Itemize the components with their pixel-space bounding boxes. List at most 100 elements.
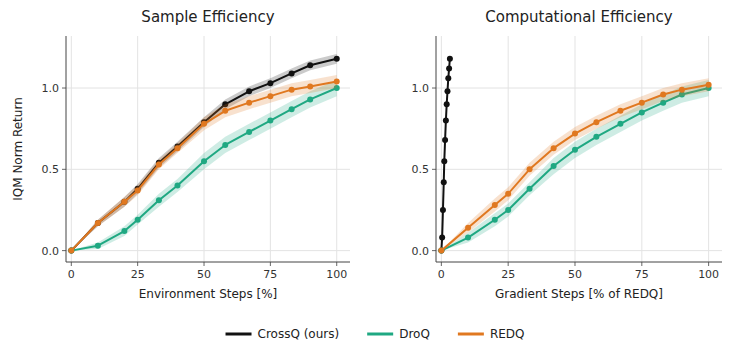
point	[446, 66, 452, 72]
tick-x	[641, 262, 642, 266]
point	[442, 137, 448, 143]
y-axis-label: IQM Norm Return	[11, 97, 25, 201]
point	[121, 199, 127, 205]
point	[492, 217, 498, 223]
point	[246, 100, 252, 106]
point	[444, 88, 450, 94]
legend-label: CrossQ (ours)	[258, 327, 340, 341]
grid-line-x	[270, 36, 271, 262]
point	[465, 225, 471, 231]
point	[222, 142, 228, 148]
plot-area	[438, 56, 711, 254]
chart-root: 02550751000.00.51.0Sample EfficiencyEnvi…	[0, 0, 750, 350]
band	[71, 80, 336, 251]
point	[441, 179, 447, 185]
point	[121, 199, 127, 205]
tick-label-y: 0.5	[412, 163, 430, 176]
tick-label-x: 100	[698, 268, 719, 281]
tick-y	[62, 88, 66, 89]
point	[527, 186, 533, 192]
tick-label-x: 25	[131, 268, 145, 281]
tick-y	[432, 88, 436, 89]
axis-y	[66, 36, 67, 262]
point	[156, 197, 162, 203]
point	[307, 62, 313, 68]
tick-y	[432, 169, 436, 170]
series-line	[441, 88, 708, 251]
tick-label-x: 25	[501, 268, 515, 281]
tick-label-y: 0.5	[42, 163, 60, 176]
point	[572, 147, 578, 153]
point	[135, 187, 141, 193]
grid-line-x	[641, 36, 642, 262]
point	[95, 243, 101, 249]
tick-x	[137, 262, 138, 266]
tick-x	[441, 262, 442, 266]
series-line	[441, 85, 708, 251]
point	[201, 121, 207, 127]
point	[492, 202, 498, 208]
point	[617, 108, 623, 114]
point	[95, 220, 101, 226]
series-line	[71, 59, 336, 251]
tick-y	[62, 169, 66, 170]
legend-item: CrossQ (ours)	[226, 327, 340, 341]
grid-line-x	[71, 36, 72, 262]
point	[445, 75, 451, 81]
grid-line-x	[508, 36, 509, 262]
point	[246, 88, 252, 94]
tick-label-x: 75	[635, 268, 649, 281]
point	[505, 191, 511, 197]
legend-swatch	[367, 333, 393, 336]
legend: CrossQ (ours) DroQ REDQ	[226, 327, 525, 341]
point	[551, 163, 557, 169]
legend-label: DroQ	[399, 327, 430, 341]
grid-line-y	[436, 250, 722, 251]
point	[156, 161, 162, 167]
point	[439, 235, 445, 241]
point	[551, 145, 557, 151]
tick-label-y: 1.0	[42, 82, 60, 95]
series-line	[71, 82, 336, 251]
point	[660, 92, 666, 98]
point	[440, 207, 446, 213]
axis-x	[66, 262, 350, 263]
point	[639, 100, 645, 106]
point	[289, 106, 295, 112]
point	[174, 183, 180, 189]
x-axis-label: Gradient Steps [% of REDQ]	[495, 287, 663, 301]
series-line	[71, 88, 336, 251]
point	[593, 134, 599, 140]
tick-y	[62, 250, 66, 251]
point	[334, 79, 340, 85]
point	[201, 158, 207, 164]
grid-line-x	[204, 36, 205, 262]
tick-label-x: 0	[438, 268, 445, 281]
tick-y	[432, 250, 436, 251]
tick-label-y: 0.0	[412, 245, 430, 258]
point	[174, 145, 180, 151]
point	[441, 158, 447, 164]
point	[68, 248, 74, 254]
point	[438, 248, 444, 254]
legend-item: DroQ	[367, 327, 430, 341]
tick-label-x: 75	[263, 268, 277, 281]
point	[135, 217, 141, 223]
tick-x	[708, 262, 709, 266]
tick-x	[71, 262, 72, 266]
title: Computational Efficiency	[485, 8, 673, 26]
point	[444, 101, 450, 107]
point	[95, 220, 101, 226]
point	[438, 248, 444, 254]
series-line	[441, 59, 450, 251]
legend-item: REDQ	[458, 327, 525, 341]
band	[441, 78, 708, 250]
legend-swatch	[226, 333, 252, 336]
axis-y	[436, 36, 437, 262]
legend-swatch	[458, 333, 484, 336]
panel: 02550751000.00.51.0Sample EfficiencyEnvi…	[11, 8, 350, 301]
tick-label-x: 50	[197, 268, 211, 281]
panel: 02550751000.00.51.0Computational Efficie…	[412, 8, 723, 301]
point	[679, 87, 685, 93]
point	[572, 131, 578, 137]
